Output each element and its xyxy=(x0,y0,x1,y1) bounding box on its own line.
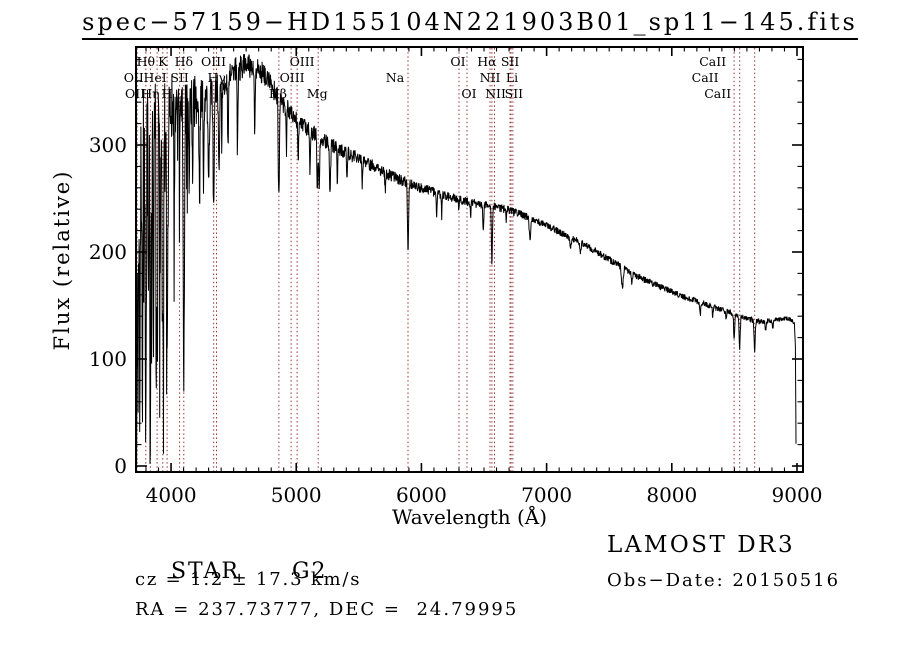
obs-date-line: Obs−Date: 20150516 xyxy=(607,570,841,591)
svg-text:OI: OI xyxy=(461,86,476,101)
svg-text:OI: OI xyxy=(450,54,465,69)
svg-text:Hα: Hα xyxy=(477,54,497,69)
svg-text:H: H xyxy=(162,86,173,101)
axes-frame xyxy=(135,46,804,473)
svg-text:NII: NII xyxy=(480,70,501,85)
svg-text:4000: 4000 xyxy=(146,483,197,507)
classification-line: STAR G2 xyxy=(135,534,328,609)
svg-text:Mg: Mg xyxy=(307,86,328,101)
x-axis-label: Wavelength (Å) xyxy=(392,504,547,529)
svg-text:NII: NII xyxy=(485,86,506,101)
svg-text:CaII: CaII xyxy=(704,86,731,101)
svg-text:Hη: Hη xyxy=(141,86,159,101)
svg-text:Na: Na xyxy=(386,70,405,85)
svg-text:9000: 9000 xyxy=(772,483,823,507)
svg-text:OIII: OIII xyxy=(201,54,226,69)
svg-text:Li: Li xyxy=(506,70,518,85)
svg-text:SII: SII xyxy=(501,54,520,69)
survey-release-label: LAMOST DR3 xyxy=(607,532,796,558)
class-label: STAR xyxy=(170,559,240,584)
svg-text:200: 200 xyxy=(89,240,127,264)
svg-text:Wavelength (Å): Wavelength (Å) xyxy=(392,504,547,529)
plot-title-text: spec−57159−HD155104N221903B01_sp11−145.f… xyxy=(82,8,858,40)
y-axis-label: Flux (relative) xyxy=(50,170,74,351)
subclass-label: G2 xyxy=(291,559,328,584)
ra-dec-line: RA = 237.73777, DEC = 24.79995 xyxy=(135,599,519,620)
svg-text:Hθ: Hθ xyxy=(137,54,155,69)
svg-text:100: 100 xyxy=(89,347,127,371)
axis-ticks xyxy=(136,47,803,472)
svg-text:6000: 6000 xyxy=(396,483,447,507)
x-tick-labels: 4000 5000 6000 7000 8000 9000 xyxy=(146,483,823,507)
svg-text:OII: OII xyxy=(124,70,144,85)
svg-text:0: 0 xyxy=(114,454,127,478)
plot-title: spec−57159−HD155104N221903B01_sp11−145.f… xyxy=(40,8,900,40)
svg-text:SII: SII xyxy=(505,86,524,101)
svg-text:SII: SII xyxy=(170,70,189,85)
spectrum-trace xyxy=(135,54,797,464)
y-tick-labels: 0 100 200 300 xyxy=(89,133,127,478)
svg-text:5000: 5000 xyxy=(271,483,322,507)
svg-text:300: 300 xyxy=(89,133,127,157)
svg-text:CaII: CaII xyxy=(692,70,719,85)
svg-text:Flux (relative): Flux (relative) xyxy=(50,170,74,351)
spectral-line-markers xyxy=(136,48,756,471)
svg-text:HeI: HeI xyxy=(143,70,166,85)
svg-text:Hδ: Hδ xyxy=(175,54,193,69)
svg-text:8000: 8000 xyxy=(646,483,697,507)
svg-text:CaII: CaII xyxy=(699,54,726,69)
svg-text:K: K xyxy=(158,54,168,69)
svg-text:OIII: OIII xyxy=(290,54,315,69)
svg-text:7000: 7000 xyxy=(521,483,572,507)
cz-velocity-line: cz = 1.2 ± 17.3 km/s xyxy=(135,569,362,590)
svg-text:OIII: OIII xyxy=(280,70,305,85)
